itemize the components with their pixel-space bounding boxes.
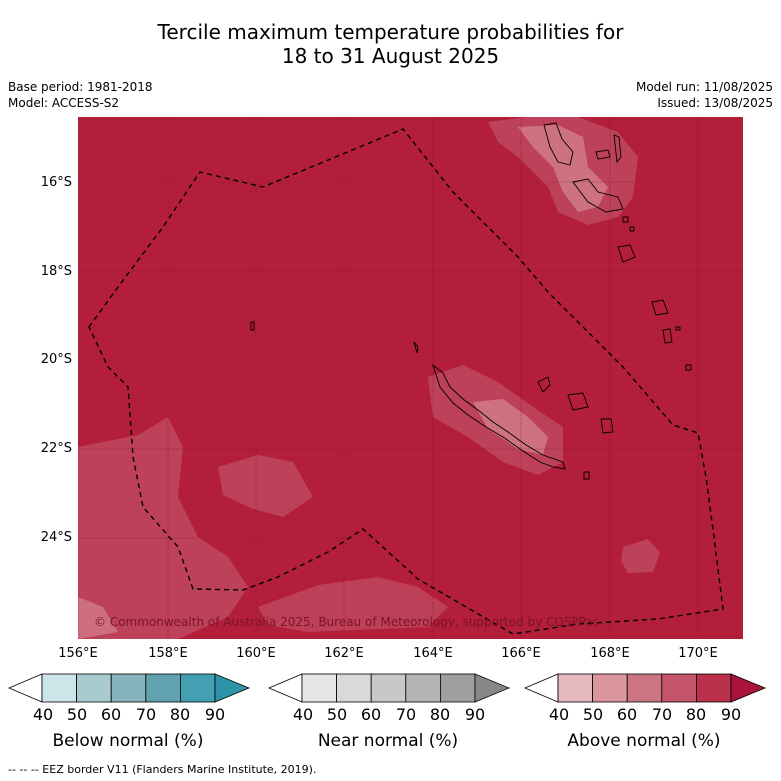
island-small-3 xyxy=(685,364,692,371)
island-loyalty-3 xyxy=(600,418,614,434)
colorbar-bin xyxy=(626,673,663,703)
colorbar-below-title: Below normal (%) xyxy=(52,731,204,751)
eez-legend-note: -- -- -- EEZ border V11 (Flanders Marine… xyxy=(8,763,317,776)
colorbar-bin xyxy=(439,673,476,703)
lat-label-24s: 24°S xyxy=(40,530,72,545)
lon-label-168e: 168°E xyxy=(590,646,630,661)
island-loyalty-2 xyxy=(567,392,589,411)
lon-label-170e: 170°E xyxy=(678,646,718,661)
colorbar-min-arrow xyxy=(268,673,303,703)
lat-label-22s: 22°S xyxy=(40,441,72,456)
colorbar-bin xyxy=(110,673,147,703)
island-ambae xyxy=(595,149,611,160)
issued-date: Issued: 13/08/2025 xyxy=(657,96,773,110)
lon-label-164e: 164°E xyxy=(413,646,453,661)
colorbar-bin xyxy=(370,673,407,703)
model-name: Model: ACCESS-S2 xyxy=(8,96,120,110)
tick-label: 80 xyxy=(429,705,451,724)
base-period: Base period: 1981-2018 xyxy=(8,80,153,94)
grid-lines xyxy=(78,117,743,639)
tick-label: 50 xyxy=(582,705,604,724)
colorbar-above-normal xyxy=(524,673,767,703)
prob-patch-vanuatu-inner xyxy=(518,125,608,212)
prob-patch-southwest-corner xyxy=(78,597,118,639)
lon-label-158e: 158°E xyxy=(148,646,188,661)
tick-label: 90 xyxy=(464,705,486,724)
colorbar-bin xyxy=(76,673,112,703)
island-small-2 xyxy=(629,226,635,232)
colorbar-min-arrow xyxy=(8,673,43,703)
tick-label: 70 xyxy=(135,705,157,724)
colorbar-bin xyxy=(145,673,181,703)
colorbar-near-title: Near normal (%) xyxy=(317,731,459,751)
island-erromango xyxy=(651,299,669,316)
colorbar-bin xyxy=(695,673,732,703)
colorbar-bin xyxy=(661,673,697,703)
lat-label-16s: 16°S xyxy=(40,175,72,190)
island-loyalty-1 xyxy=(537,376,551,393)
tick-label: 40 xyxy=(548,705,570,724)
lon-label-162e: 162°E xyxy=(324,646,364,661)
colorbar-bin xyxy=(301,673,337,703)
tick-label: 50 xyxy=(66,705,88,724)
tick-label: 90 xyxy=(204,705,226,724)
prob-patch-southeast xyxy=(621,539,660,573)
lon-label-166e: 166°E xyxy=(501,646,541,661)
colorbar-bin xyxy=(179,673,216,703)
tick-label: 60 xyxy=(360,705,382,724)
tick-label: 70 xyxy=(651,705,673,724)
colorbar-bin xyxy=(405,673,441,703)
tick-label: 80 xyxy=(169,705,191,724)
colorbar-above-title: Above normal (%) xyxy=(567,731,721,751)
island-belep xyxy=(413,341,419,354)
colorbar-bin xyxy=(557,673,593,703)
tick-label: 60 xyxy=(100,705,122,724)
island-pentecost xyxy=(613,134,622,164)
eez-border xyxy=(88,128,724,635)
prob-patch-southwest xyxy=(78,417,248,639)
model-run: Model run: 11/08/2025 xyxy=(635,80,773,94)
island-isle-of-pines xyxy=(583,471,590,480)
tick-label: 70 xyxy=(395,705,417,724)
lat-label-18s: 18°S xyxy=(40,264,72,279)
colorbar-max-arrow xyxy=(474,673,511,703)
colorbar-near-normal xyxy=(268,673,511,703)
lon-label-156e: 156°E xyxy=(58,646,98,661)
lon-label-160e: 160°E xyxy=(236,646,276,661)
title-line-1: Tercile maximum temperature probabilitie… xyxy=(157,20,624,44)
colorbar-bin xyxy=(336,673,372,703)
colorbar-min-arrow xyxy=(524,673,559,703)
colorbar-max-arrow xyxy=(214,673,251,703)
title-line-2: 18 to 31 August 2025 xyxy=(281,44,500,68)
colorbar-max-arrow xyxy=(730,673,767,703)
tick-label: 40 xyxy=(292,705,314,724)
lat-label-20s: 20°S xyxy=(40,352,72,367)
map-copyright: © Commonwealth of Australia 2025, Bureau… xyxy=(94,615,599,629)
prob-patch-center-south xyxy=(218,455,313,517)
tick-label: 60 xyxy=(616,705,638,724)
island-small-5 xyxy=(675,326,681,331)
tick-label: 40 xyxy=(32,705,54,724)
island-small-4 xyxy=(250,321,255,331)
colorbar-bin xyxy=(41,673,77,703)
island-new-caledonia xyxy=(432,363,566,470)
colorbar-bin xyxy=(592,673,628,703)
island-tanna xyxy=(662,328,673,344)
island-malekula xyxy=(572,178,624,213)
colorbar-below-normal xyxy=(8,673,251,703)
island-small-1 xyxy=(622,216,629,223)
probability-map: © Commonwealth of Australia 2025, Bureau… xyxy=(78,117,743,639)
tick-label: 80 xyxy=(685,705,707,724)
island-espiritu-santo xyxy=(543,122,574,166)
prob-patch-new-caledonia-inner xyxy=(473,399,548,455)
prob-patch-south xyxy=(258,577,448,632)
tick-label: 50 xyxy=(326,705,348,724)
tick-label: 90 xyxy=(720,705,742,724)
island-efate xyxy=(617,244,636,263)
